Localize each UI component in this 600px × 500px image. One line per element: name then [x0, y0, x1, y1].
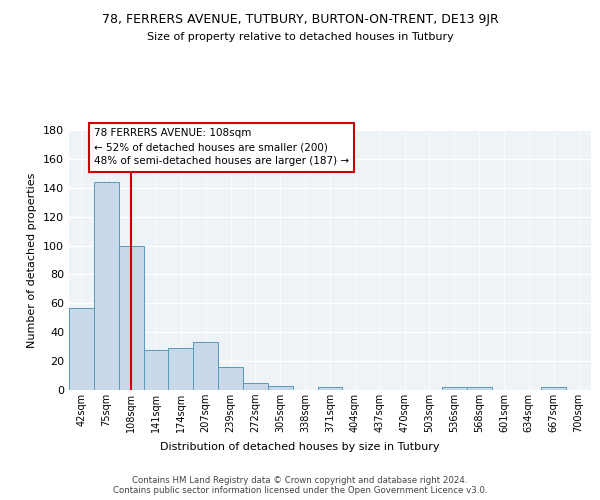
- Bar: [94, 182, 119, 390]
- Text: Distribution of detached houses by size in Tutbury: Distribution of detached houses by size …: [160, 442, 440, 452]
- Bar: [143, 350, 169, 390]
- Text: Size of property relative to detached houses in Tutbury: Size of property relative to detached ho…: [146, 32, 454, 42]
- Bar: [169, 348, 193, 390]
- Text: 78 FERRERS AVENUE: 108sqm
← 52% of detached houses are smaller (200)
48% of semi: 78 FERRERS AVENUE: 108sqm ← 52% of detac…: [94, 128, 349, 166]
- Bar: [243, 383, 268, 390]
- Bar: [268, 386, 293, 390]
- Bar: [442, 387, 467, 390]
- Bar: [119, 246, 143, 390]
- Y-axis label: Number of detached properties: Number of detached properties: [28, 172, 37, 348]
- Text: Contains HM Land Registry data © Crown copyright and database right 2024.
Contai: Contains HM Land Registry data © Crown c…: [113, 476, 487, 495]
- Text: 78, FERRERS AVENUE, TUTBURY, BURTON-ON-TRENT, DE13 9JR: 78, FERRERS AVENUE, TUTBURY, BURTON-ON-T…: [101, 12, 499, 26]
- Bar: [193, 342, 218, 390]
- Bar: [467, 387, 491, 390]
- Bar: [218, 367, 243, 390]
- Bar: [541, 387, 566, 390]
- Bar: [317, 387, 343, 390]
- Bar: [69, 308, 94, 390]
